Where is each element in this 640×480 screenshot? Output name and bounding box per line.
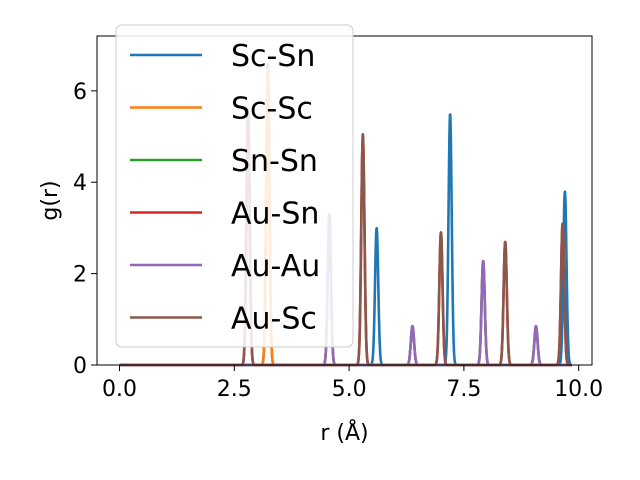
- x-tick-label: 5.0: [332, 377, 367, 402]
- legend-label-sc-sc: Sc-Sc: [231, 92, 313, 127]
- legend-label-sn-sn: Sn-Sn: [231, 144, 318, 179]
- y-axis-label: g(r): [38, 180, 63, 220]
- legend-label-au-sn: Au-Sn: [231, 197, 319, 232]
- x-tick-label: 7.5: [446, 377, 481, 402]
- y-tick-label: 0: [73, 354, 87, 379]
- x-tick-label: 0.0: [102, 377, 137, 402]
- legend: Sc-Sn Sc-Sc Sn-Sn Au-Sn Au-Au Au-Sc: [115, 24, 354, 348]
- x-axis-label: r (Å): [320, 419, 368, 446]
- y-axis: 0 2 4 6: [73, 80, 97, 379]
- legend-label-sc-sn: Sc-Sn: [231, 39, 315, 74]
- y-tick-label: 2: [73, 263, 87, 288]
- legend-label-au-au: Au-Au: [231, 249, 320, 284]
- y-tick-label: 4: [73, 171, 87, 196]
- legend-label-au-sc: Au-Sc: [231, 302, 317, 337]
- x-tick-label: 10.0: [554, 377, 603, 402]
- x-tick-label: 2.5: [217, 377, 252, 402]
- x-axis: 0.0 2.5 5.0 7.5 10.0: [102, 365, 603, 402]
- legend-box: [115, 24, 354, 348]
- y-tick-label: 6: [73, 80, 87, 105]
